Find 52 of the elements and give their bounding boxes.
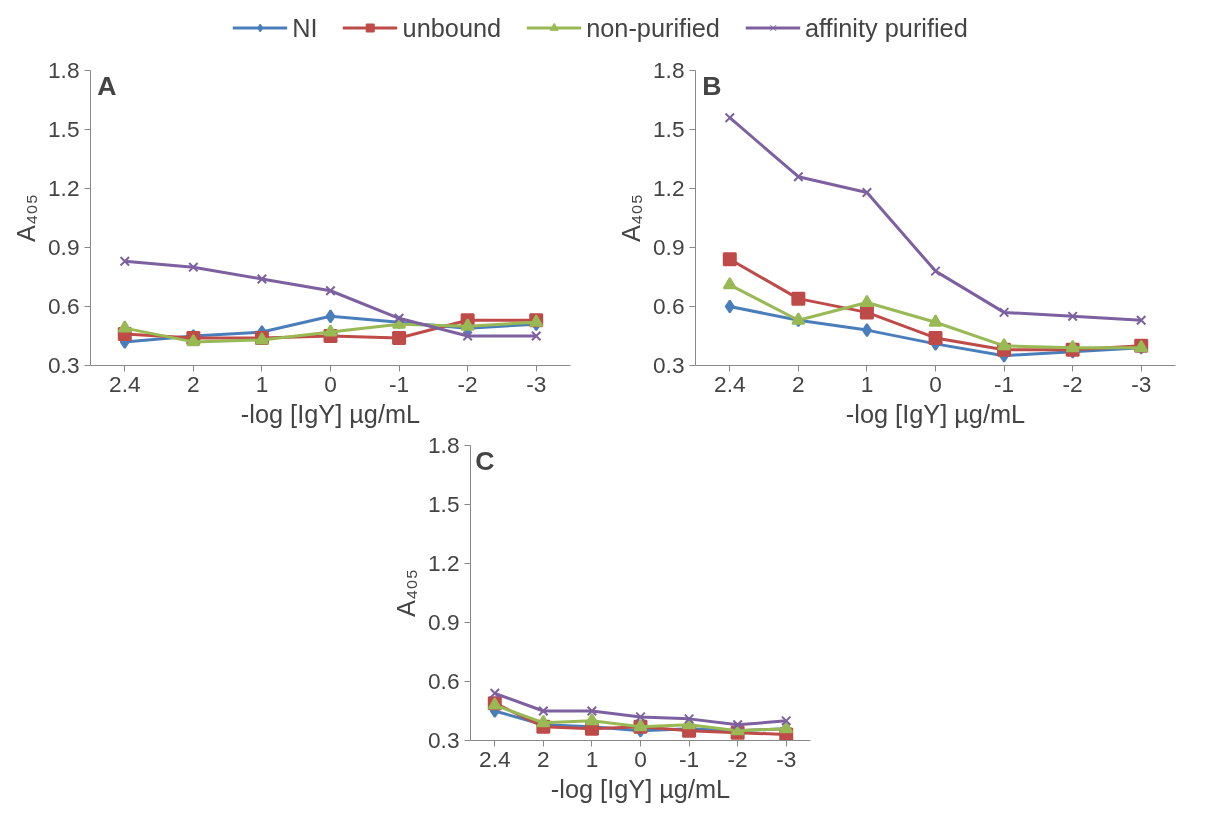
- x-tick-label: -2: [727, 745, 748, 772]
- x-tick-label: -2: [1062, 370, 1083, 397]
- x-tick-label: 2: [792, 370, 805, 397]
- y-tick-label: 1.8: [428, 432, 460, 458]
- y-tick-label: 1.5: [48, 116, 80, 142]
- y-tick-label: 0.3: [48, 352, 80, 378]
- x-tick-label: -1: [679, 745, 700, 772]
- y-tick-label: 0.6: [653, 293, 685, 319]
- y-tick-label: 0.3: [428, 727, 460, 753]
- x-tick-label: 1: [585, 745, 599, 772]
- x-tick-label: 2.4: [109, 370, 141, 397]
- y-tick-label: 1.5: [653, 116, 685, 142]
- legend-label: non-purified: [586, 13, 720, 42]
- y-tick-label: 0.3: [653, 352, 685, 378]
- x-tick-label: 2: [187, 370, 200, 397]
- chart-title: B: [702, 70, 722, 101]
- x-tick-label: 2.4: [479, 745, 511, 772]
- x-tick-label: -3: [526, 370, 547, 397]
- x-axis-title: -log [IgY] µg/mL: [550, 774, 731, 803]
- legend-label: unbound: [402, 13, 502, 42]
- chart-title: A: [97, 70, 117, 101]
- y-axis-title: A₄₀₅: [12, 194, 40, 242]
- x-tick-label: 1: [255, 370, 269, 397]
- x-tick-label: -2: [457, 370, 478, 397]
- x-axis-title: -log [IgY] µg/mL: [845, 399, 1026, 428]
- x-tick-label: -3: [776, 745, 797, 772]
- y-axis-title: A₄₀₅: [392, 569, 420, 617]
- x-tick-label: 2.4: [714, 370, 746, 397]
- x-axis-title: -log [IgY] µg/mL: [240, 399, 421, 428]
- x-tick-label: 0: [929, 370, 942, 397]
- y-tick-label: 1.8: [48, 57, 80, 83]
- y-axis-title: A₄₀₅: [617, 194, 645, 242]
- y-tick-label: 0.9: [48, 234, 80, 260]
- x-tick-label: -1: [994, 370, 1015, 397]
- y-tick-label: 1.2: [653, 175, 685, 201]
- x-tick-label: 1: [860, 370, 874, 397]
- y-tick-label: 0.6: [428, 668, 460, 694]
- y-tick-label: 0.9: [428, 609, 460, 635]
- x-tick-label: 2: [537, 745, 550, 772]
- y-tick-label: 1.2: [428, 550, 460, 576]
- chart-title: C: [475, 445, 495, 476]
- x-tick-label: 0: [634, 745, 647, 772]
- x-tick-label: -1: [389, 370, 410, 397]
- y-tick-label: 1.8: [653, 57, 685, 83]
- y-tick-label: 1.5: [428, 491, 460, 517]
- y-tick-label: 1.2: [48, 175, 80, 201]
- x-tick-label: -3: [1131, 370, 1152, 397]
- legend-label: affinity purified: [804, 13, 968, 42]
- y-tick-label: 0.6: [48, 293, 80, 319]
- legend-label: NI: [292, 13, 318, 42]
- y-tick-label: 0.9: [653, 234, 685, 260]
- x-tick-label: 0: [324, 370, 337, 397]
